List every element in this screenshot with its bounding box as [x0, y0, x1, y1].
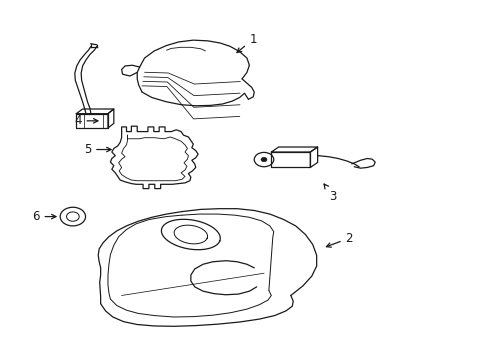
Text: 1: 1: [237, 32, 257, 53]
Text: 3: 3: [324, 184, 336, 203]
Circle shape: [261, 157, 266, 162]
Text: 6: 6: [32, 210, 56, 223]
Text: 2: 2: [326, 231, 352, 247]
Text: 5: 5: [83, 143, 111, 156]
Text: 4: 4: [74, 114, 98, 127]
